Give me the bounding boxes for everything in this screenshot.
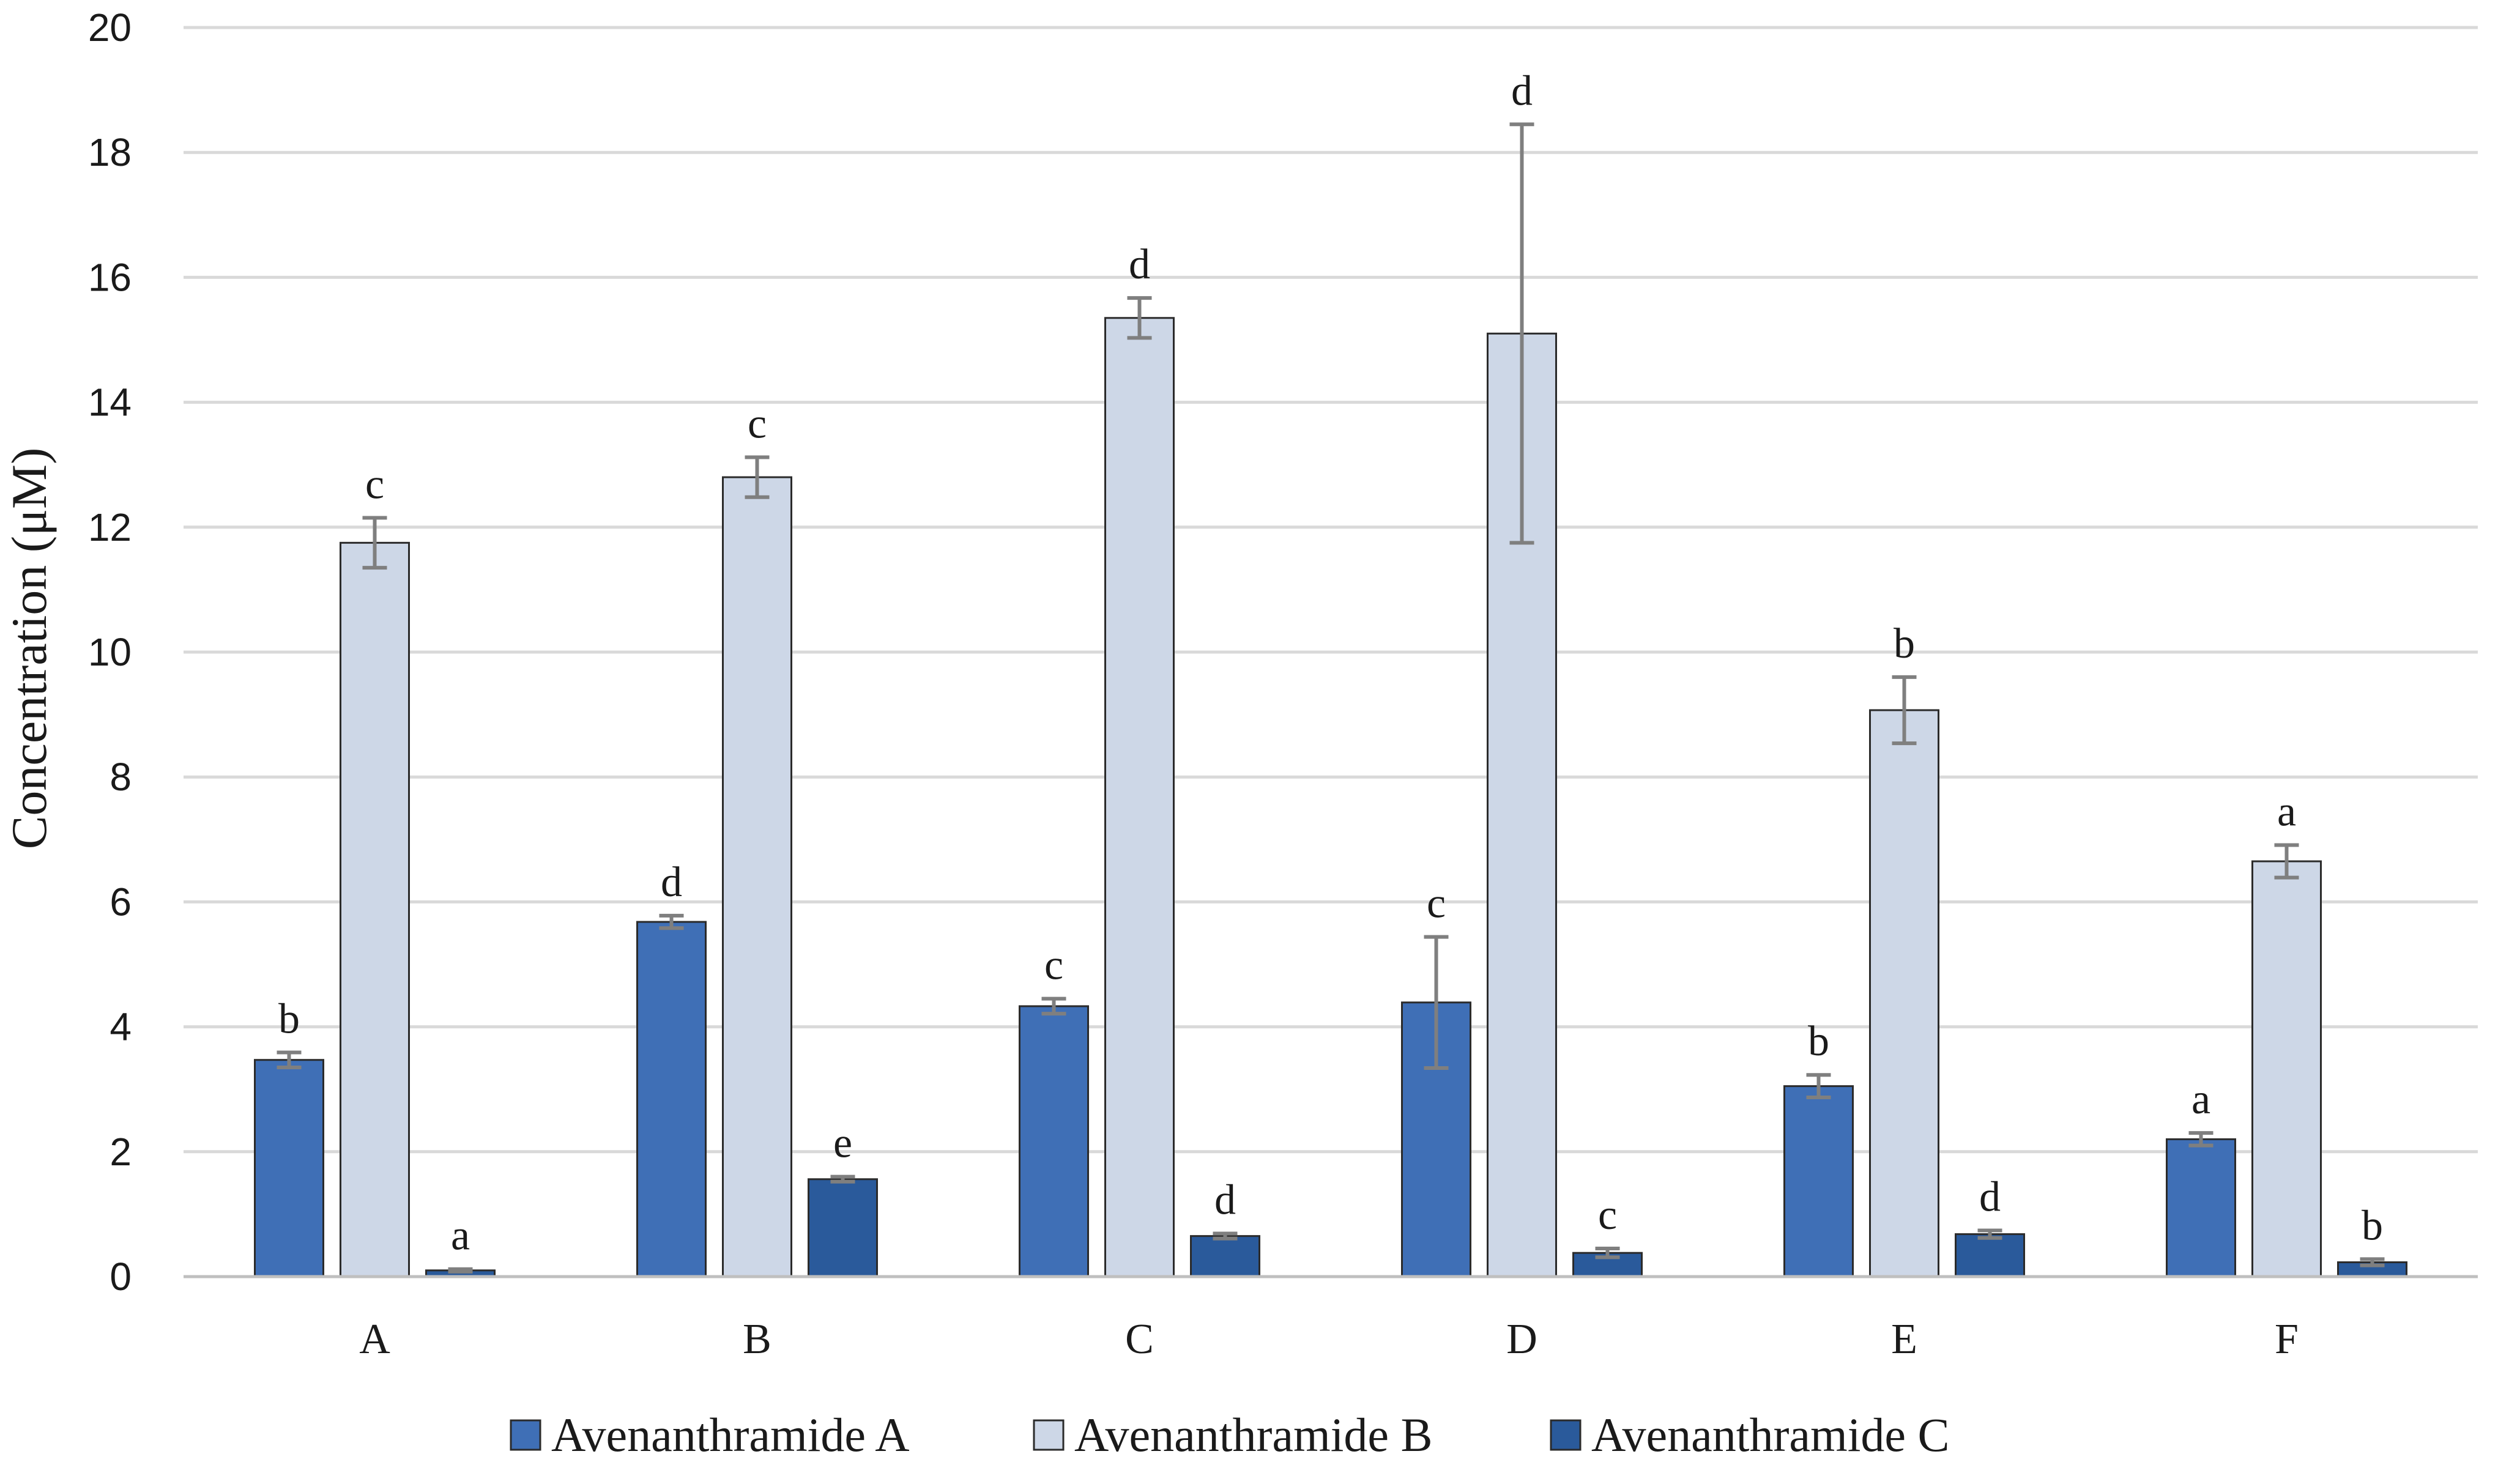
y-tick-label: 16 bbox=[88, 255, 132, 299]
bar-C-series-1 bbox=[1019, 1005, 1089, 1278]
error-bar-F-series-2 bbox=[2274, 843, 2299, 880]
bar-E-series-1 bbox=[1783, 1085, 1854, 1278]
bar-C-series-3 bbox=[1190, 1235, 1260, 1278]
error-bar-C-series-1 bbox=[1041, 996, 1066, 1016]
error-bar-F-series-3 bbox=[2360, 1257, 2385, 1267]
error-bar-B-series-2 bbox=[745, 455, 770, 499]
significance-label: d bbox=[1979, 1173, 2001, 1220]
error-bar-D-series-1 bbox=[1424, 935, 1449, 1070]
y-tick-label: 0 bbox=[110, 1255, 132, 1299]
significance-label: b bbox=[1894, 620, 1915, 667]
y-tick-label: 14 bbox=[88, 380, 132, 425]
legend-swatch-series-3 bbox=[1550, 1419, 1582, 1451]
error-bar-A-series-1 bbox=[277, 1050, 302, 1069]
gridlines bbox=[184, 26, 2478, 1154]
bar-B-series-2 bbox=[722, 476, 792, 1278]
significance-label: a bbox=[2191, 1076, 2210, 1123]
x-category-label: F bbox=[2275, 1316, 2299, 1363]
bar-F-series-1 bbox=[2166, 1138, 2236, 1278]
error-bar-E-series-1 bbox=[1806, 1073, 1831, 1099]
y-tick-label: 2 bbox=[110, 1130, 132, 1174]
bar-B-series-1 bbox=[636, 921, 707, 1278]
significance-label: d bbox=[661, 859, 682, 906]
bar-A-series-1 bbox=[254, 1059, 324, 1278]
bar-F-series-2 bbox=[2251, 860, 2322, 1278]
legend-swatch-series-1 bbox=[510, 1419, 541, 1451]
error-bar-B-series-3 bbox=[830, 1174, 855, 1184]
legend-label-series-1: Avenanthramide A bbox=[551, 1408, 910, 1461]
y-tick-label: 18 bbox=[88, 130, 132, 174]
significance-labels: b c a d c e c d d c d c b b d a a b bbox=[278, 67, 2383, 1259]
y-tick-label: 10 bbox=[88, 630, 132, 674]
y-tick-label: 4 bbox=[110, 1005, 132, 1049]
error-bar-C-series-3 bbox=[1213, 1231, 1238, 1241]
bar-E-series-3 bbox=[1955, 1233, 2025, 1278]
y-tick-label: 12 bbox=[88, 505, 132, 549]
bars bbox=[254, 317, 2407, 1278]
y-tick-label: 6 bbox=[110, 880, 132, 924]
significance-label: c bbox=[365, 461, 384, 508]
x-axis-categories: A B C D E F bbox=[359, 1316, 2299, 1363]
legend: Avenanthramide A Avenanthramide B Avenanth… bbox=[510, 1408, 1950, 1461]
significance-label: d bbox=[1511, 67, 1533, 114]
x-category-label: A bbox=[359, 1316, 390, 1363]
x-category-label: C bbox=[1125, 1316, 1154, 1363]
significance-label: d bbox=[1129, 241, 1150, 288]
y-tick-label: 8 bbox=[110, 755, 132, 799]
x-category-label: E bbox=[1891, 1316, 1917, 1363]
legend-swatch-series-2 bbox=[1033, 1419, 1065, 1451]
error-bar-F-series-1 bbox=[2188, 1131, 2214, 1148]
error-bars bbox=[277, 122, 2385, 1274]
bar-B-series-3 bbox=[808, 1178, 878, 1278]
significance-label: c bbox=[1427, 880, 1446, 927]
significance-label: b bbox=[278, 995, 300, 1042]
bar-C-series-2 bbox=[1104, 317, 1175, 1278]
y-axis-title: Concentration (μM) bbox=[1, 448, 57, 850]
x-category-label: B bbox=[743, 1316, 771, 1363]
error-bar-D-series-2 bbox=[1509, 122, 1534, 545]
significance-label: d bbox=[1214, 1177, 1236, 1224]
significance-label: a bbox=[2277, 788, 2296, 835]
bar-A-series-2 bbox=[340, 541, 410, 1278]
y-tick-label: 20 bbox=[88, 6, 132, 50]
error-bar-E-series-2 bbox=[1892, 675, 1917, 746]
bar-E-series-2 bbox=[1869, 709, 1939, 1278]
significance-label: a bbox=[451, 1212, 470, 1260]
error-bar-E-series-3 bbox=[1977, 1228, 2002, 1240]
error-bar-C-series-2 bbox=[1127, 296, 1152, 340]
legend-label-series-2: Avenanthramide B bbox=[1074, 1408, 1433, 1461]
y-axis-ticks: 0 2 4 6 8 10 12 14 16 18 20 bbox=[88, 6, 132, 1299]
significance-label: c bbox=[1598, 1192, 1617, 1239]
error-bar-A-series-3 bbox=[448, 1267, 473, 1274]
significance-label: c bbox=[1044, 942, 1063, 989]
significance-label: b bbox=[1808, 1018, 1829, 1065]
significance-label: e bbox=[833, 1120, 852, 1167]
x-category-label: D bbox=[1506, 1316, 1537, 1363]
significance-label: b bbox=[2362, 1202, 2383, 1249]
error-bar-A-series-2 bbox=[362, 516, 387, 570]
error-bar-B-series-1 bbox=[659, 913, 684, 930]
significance-label: c bbox=[748, 400, 767, 447]
legend-label-series-3: Avenanthramide C bbox=[1591, 1408, 1950, 1461]
error-bar-D-series-3 bbox=[1595, 1247, 1620, 1260]
